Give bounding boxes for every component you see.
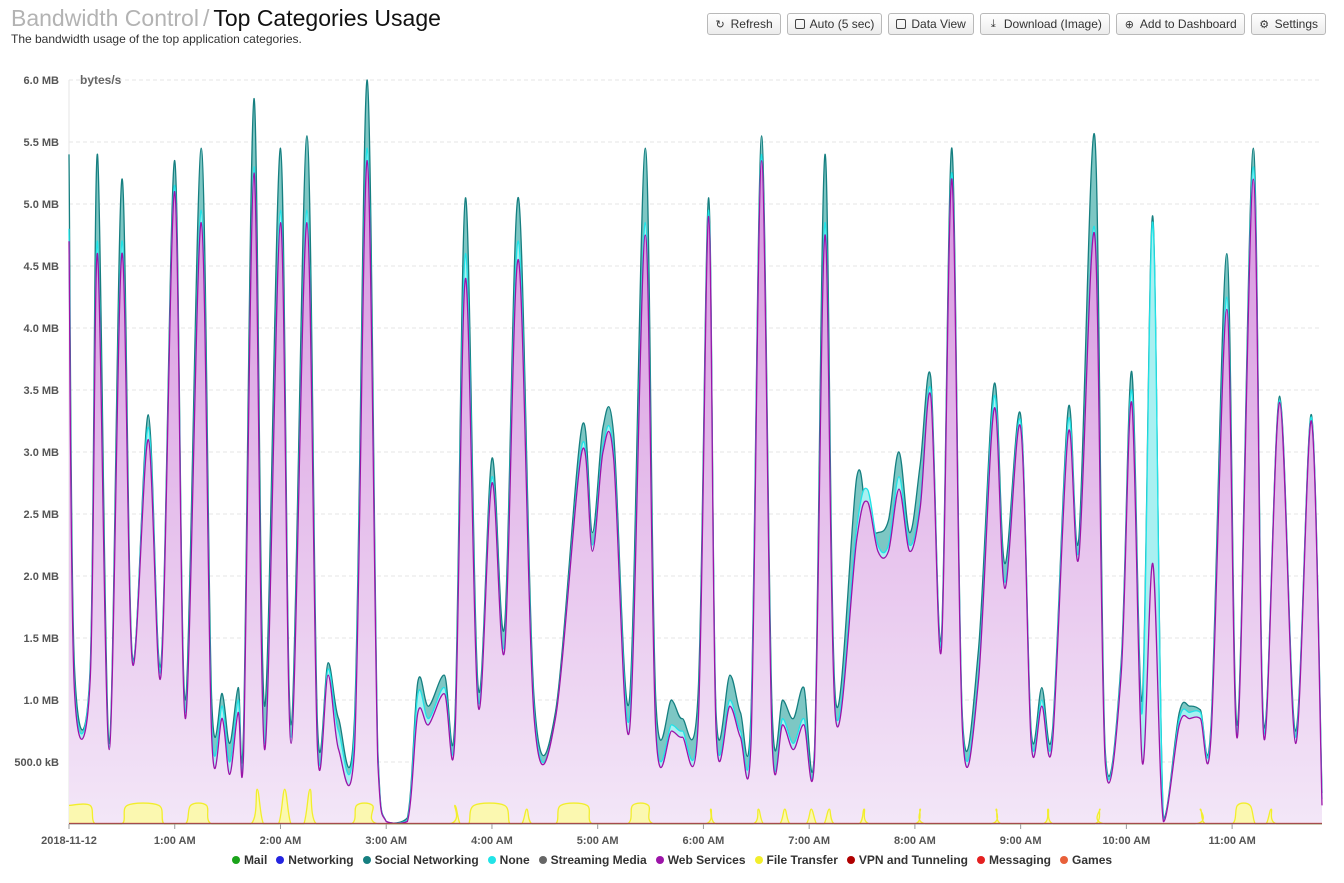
legend-label: Mail xyxy=(243,853,268,867)
gear-icon: ⚙ xyxy=(1259,18,1270,31)
legend-label: File Transfer xyxy=(766,853,838,867)
chart-legend: Mail Networking Social Networking None Strea… xyxy=(0,853,1344,867)
legend-label: Social Networking xyxy=(374,853,479,867)
y-tick-label: 3.5 MB xyxy=(24,385,60,397)
file-transfer-area[interactable] xyxy=(69,789,1322,824)
y-tick-label: 4.5 MB xyxy=(24,261,60,273)
x-tick-label: 2018-11-12 xyxy=(41,835,97,847)
breadcrumb[interactable]: Bandwidth Control xyxy=(11,5,199,31)
web-services-line xyxy=(68,159,1323,825)
legend-label: Messaging xyxy=(989,853,1052,867)
x-tick-label: 4:00 AM xyxy=(471,835,513,847)
toolbar: ↻ Refresh Auto (5 sec) Data View ⤓ Downl… xyxy=(706,13,1326,35)
y-tick-label: 500.0 kB xyxy=(14,757,59,769)
legend-label: Streaming Media xyxy=(550,853,647,867)
legend-label: Networking xyxy=(288,853,354,867)
legend-dot-icon xyxy=(231,856,240,864)
data-view-toggle[interactable]: Data View xyxy=(888,13,974,35)
bandwidth-chart: 500.0 kB 1.0 MB 1.5 MB 2.0 MB 2.5 MB 3.0 MB 3.… xyxy=(14,73,1323,847)
grid-lines xyxy=(68,79,1322,824)
x-tick-label: 9:00 AM xyxy=(1000,835,1042,847)
x-tick-label: 7:00 AM xyxy=(788,835,830,847)
legend-item[interactable]: Games xyxy=(1060,853,1112,867)
refresh-label: Refresh xyxy=(730,17,773,31)
unit-label: bytes/s xyxy=(80,73,122,87)
legend-label: VPN and Tunneling xyxy=(858,853,968,867)
download-icon: ⤓ xyxy=(990,17,996,30)
legend-item[interactable]: File Transfer xyxy=(754,853,838,867)
x-tick-label: 1:00 AM xyxy=(154,835,196,847)
legend-label: None xyxy=(499,853,530,867)
legend-dot-icon xyxy=(362,856,371,864)
legend-item[interactable]: Social Networking xyxy=(362,853,479,867)
legend-dot-icon xyxy=(276,856,285,864)
legend-item[interactable]: None xyxy=(487,853,530,867)
y-tick-label: 2.5 MB xyxy=(24,509,60,521)
y-tick-label: 5.0 MB xyxy=(24,199,60,211)
page-title: Top Categories Usage xyxy=(213,5,441,31)
x-tick-label: 10:00 AM xyxy=(1102,835,1150,847)
chart-area: 500.0 kB 1.0 MB 1.5 MB 2.0 MB 2.5 MB 3.0 MB 3.… xyxy=(0,60,1344,878)
legend-label: Web Services xyxy=(667,853,746,867)
legend-item[interactable]: Messaging xyxy=(977,853,1051,867)
y-tick-label: 3.0 MB xyxy=(24,447,60,459)
auto-refresh-label: Auto (5 sec) xyxy=(809,17,875,31)
legend-item[interactable]: Web Services xyxy=(655,853,746,867)
x-tick-label: 8:00 AM xyxy=(894,835,936,847)
download-image-button[interactable]: ⤓ Download (Image) xyxy=(979,13,1110,35)
page-subtitle: The bandwidth usage of the top applicati… xyxy=(11,32,302,46)
settings-label: Settings xyxy=(1274,17,1318,31)
legend-item[interactable]: Streaming Media xyxy=(538,853,647,867)
checkbox-icon xyxy=(794,19,805,29)
legend-label: Games xyxy=(1072,853,1113,867)
checkbox-icon xyxy=(896,19,907,29)
x-tick-label: 6:00 AM xyxy=(683,835,725,847)
x-tick-label: 2:00 AM xyxy=(260,835,302,847)
auto-refresh-toggle[interactable]: Auto (5 sec) xyxy=(786,13,883,35)
legend-dot-icon xyxy=(1060,856,1069,864)
legend-dot-icon xyxy=(655,856,664,864)
legend-dot-icon xyxy=(846,856,855,864)
add-to-dashboard-button[interactable]: ⊕ Add to Dashboard xyxy=(1115,13,1245,35)
legend-item[interactable]: Networking xyxy=(276,853,354,867)
title-line: Bandwidth Control / Top Categories Usage xyxy=(11,4,441,32)
download-label: Download (Image) xyxy=(1003,17,1102,31)
y-axis: 500.0 kB 1.0 MB 1.5 MB 2.0 MB 2.5 MB 3.0 MB 3.… xyxy=(14,75,59,769)
legend-dot-icon xyxy=(538,856,547,864)
web-services-area[interactable] xyxy=(69,160,1322,824)
legend-item[interactable]: Mail xyxy=(231,853,268,867)
y-tick-label: 5.5 MB xyxy=(24,137,60,149)
plus-circle-icon: ⊕ xyxy=(1124,18,1135,31)
y-tick-label: 4.0 MB xyxy=(24,323,60,335)
y-tick-label: 1.0 MB xyxy=(24,695,60,707)
legend-dot-icon xyxy=(977,856,985,864)
x-tick-label: 11:00 AM xyxy=(1208,835,1255,847)
legend-item[interactable]: VPN and Tunneling xyxy=(846,853,968,867)
settings-button[interactable]: ⚙ Settings xyxy=(1250,13,1326,35)
x-tick-label: 3:00 AM xyxy=(365,835,407,847)
y-tick-label: 1.5 MB xyxy=(24,633,60,645)
x-tick-label: 5:00 AM xyxy=(577,835,619,847)
legend-dot-icon xyxy=(754,856,763,864)
data-view-label: Data View xyxy=(911,17,966,31)
page-header: Bandwidth Control / Top Categories Usage T… xyxy=(11,4,441,46)
y-tick-label: 6.0 MB xyxy=(24,75,60,87)
x-axis: 2018-11-12 1:00 AM 2:00 AM 3:00 AM 4:00 AM 5:… xyxy=(41,823,1322,847)
legend-dot-icon xyxy=(487,856,496,864)
add-dashboard-label: Add to Dashboard xyxy=(1139,17,1237,31)
y-tick-label: 2.0 MB xyxy=(24,571,60,583)
refresh-button[interactable]: ↻ Refresh xyxy=(706,13,781,35)
refresh-icon: ↻ xyxy=(715,18,725,31)
breadcrumb-separator: / xyxy=(202,5,210,31)
